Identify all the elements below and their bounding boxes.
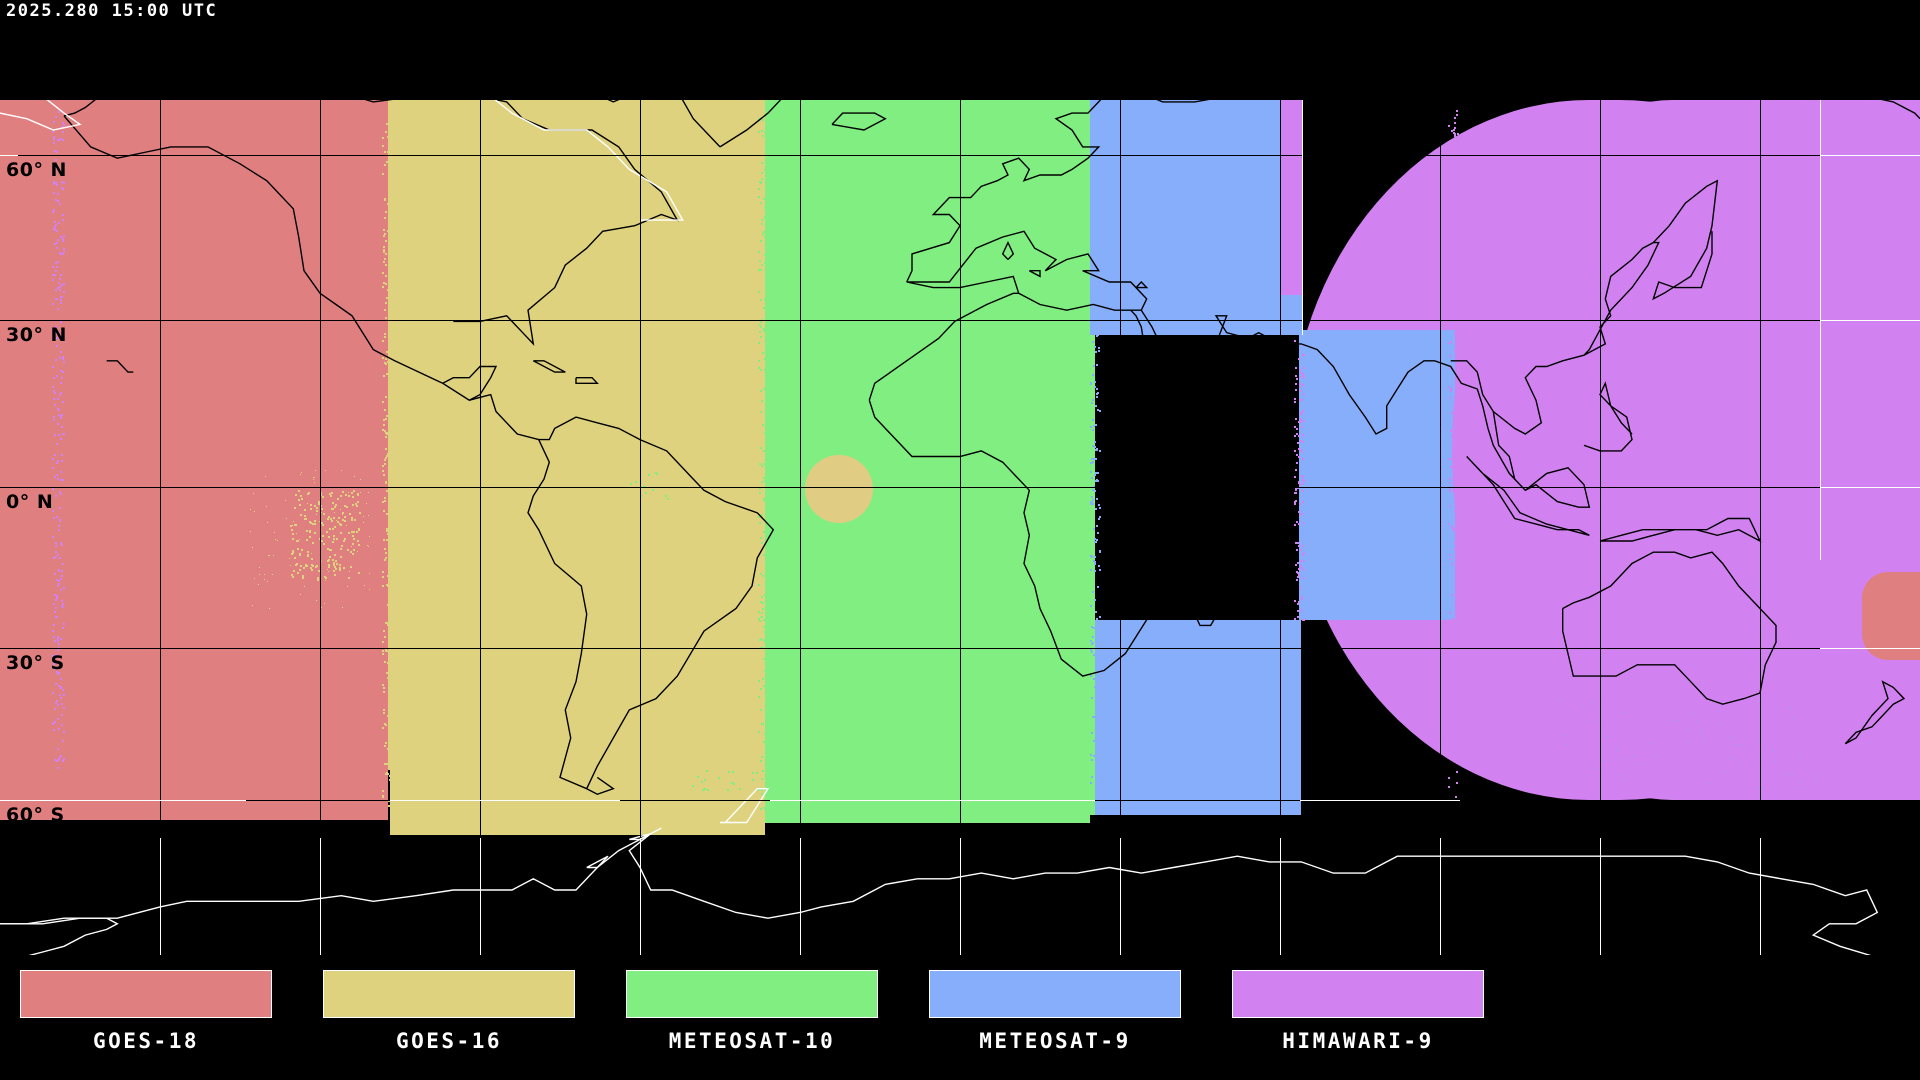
longitude-gridline xyxy=(1760,0,1761,955)
coverage-zone-lobe xyxy=(1299,330,1459,620)
speckle-pixel xyxy=(1456,110,1458,112)
legend-item-himawari-9[interactable]: HIMAWARI-9 xyxy=(1232,970,1484,1053)
gridline-segment-over-black xyxy=(1820,487,1920,488)
longitude-gridline xyxy=(1440,0,1441,955)
speckle-pixel xyxy=(1448,786,1450,788)
coverage-zone-lobe xyxy=(1280,95,1302,295)
zone-mask xyxy=(765,823,1105,955)
longitude-gridline xyxy=(640,0,641,955)
gridline-segment-over-black xyxy=(1820,320,1920,321)
longitude-gridline xyxy=(1600,0,1601,955)
gridline-segment-over-black xyxy=(1302,95,1303,335)
satellite-legend: GOES-18 GOES-16 METEOSAT-10 METEOSAT-9 HIMAW… xyxy=(0,955,1920,1080)
speckle-pixel xyxy=(1454,117,1456,119)
gridline-segment-over-black xyxy=(1300,800,1460,801)
speckle-pixel xyxy=(1454,127,1456,129)
latitude-label--60: 60° S xyxy=(6,804,65,826)
longitude-gridline xyxy=(1120,0,1121,955)
latitude-label-30: 30° N xyxy=(6,324,67,346)
legend-label-goes-16: GOES-16 xyxy=(395,1029,502,1053)
coverage-zone-goes-16 xyxy=(388,100,768,835)
gridline-segment-over-black xyxy=(1820,155,1920,156)
zone-mask xyxy=(1090,815,1305,955)
legend-label-meteosat-9: METEOSAT-9 xyxy=(979,1029,1131,1053)
gridline-segment-over-black xyxy=(1760,838,1761,955)
coastline-path-antarctic xyxy=(586,855,609,869)
legend-swatch-meteosat-9 xyxy=(929,970,1181,1018)
speckle-pixel xyxy=(1448,125,1450,127)
legend-label-himawari-9: HIMAWARI-9 xyxy=(1282,1029,1434,1053)
longitude-gridline xyxy=(1280,0,1281,955)
gridline-segment-over-black xyxy=(480,838,481,955)
speckle-pixel xyxy=(1451,130,1453,132)
longitude-gridline xyxy=(320,0,321,955)
speckle-pixel xyxy=(1455,796,1457,798)
longitude-gridline xyxy=(800,0,801,955)
gridline-segment-over-black xyxy=(1600,838,1601,955)
coverage-zone-himawari-9-disc xyxy=(1452,100,1920,800)
gridline-segment-over-black xyxy=(640,838,641,955)
legend-item-goes-18[interactable]: GOES-18 xyxy=(20,970,272,1053)
coverage-zone-meteosat-10 xyxy=(765,100,1097,825)
zone-mask xyxy=(1095,330,1305,620)
latitude-label-60: 60° N xyxy=(6,159,67,181)
longitude-gridline xyxy=(480,0,481,955)
legend-swatch-himawari-9 xyxy=(1232,970,1484,1018)
coverage-zone-goes-18-wrap xyxy=(1862,572,1920,660)
legend-swatch-meteosat-10 xyxy=(626,970,878,1018)
speckle-pixel xyxy=(1454,122,1456,124)
zone-mask xyxy=(246,835,391,955)
zone-mask xyxy=(388,770,390,840)
speckle-pixel xyxy=(1456,114,1458,116)
gridline-segment-over-black xyxy=(320,838,321,955)
latitude-label--30: 30° S xyxy=(6,652,65,674)
speckle-pixel xyxy=(1453,132,1455,134)
speckle-pixel xyxy=(1456,782,1458,784)
speckle-pixel xyxy=(1453,129,1455,131)
legend-item-meteosat-10[interactable]: METEOSAT-10 xyxy=(626,970,878,1053)
speckle-pixel xyxy=(1456,771,1458,773)
gridline-segment-over-black xyxy=(0,800,246,801)
gridline-segment-over-black xyxy=(160,838,161,955)
legend-label-goes-18: GOES-18 xyxy=(92,1029,199,1053)
legend-label-meteosat-10: METEOSAT-10 xyxy=(668,1029,836,1053)
map-canvas: 60° N 30° N 0° N 30° S 60° S 2025.280 15:00 … xyxy=(0,0,1920,955)
zone-mask xyxy=(0,0,1920,100)
gridline-segment-over-black xyxy=(390,800,620,801)
zone-mask xyxy=(620,838,770,955)
legend-item-meteosat-9[interactable]: METEOSAT-9 xyxy=(929,970,1181,1053)
coverage-zone-goes-18 xyxy=(0,100,390,820)
gridline-segment-over-black xyxy=(800,838,801,955)
gridline-segment-over-black xyxy=(770,800,1095,801)
solar-glint-disc xyxy=(805,455,873,523)
legend-swatch-goes-18 xyxy=(20,970,272,1018)
gridline-segment-over-black xyxy=(960,838,961,955)
longitude-gridline xyxy=(960,0,961,955)
gridline-segment-over-black xyxy=(1120,838,1121,955)
latitude-label-0: 0° N xyxy=(6,491,54,513)
gridline-segment-over-black xyxy=(0,155,18,156)
speckle-pixel xyxy=(1454,133,1456,135)
timestamp-label: 2025.280 15:00 UTC xyxy=(6,1,218,21)
longitude-gridline xyxy=(160,0,161,955)
gridline-segment-over-black xyxy=(1820,648,1920,649)
gridline-segment-over-black xyxy=(1280,838,1281,955)
speckle-pixel xyxy=(1448,777,1450,779)
gridline-segment-over-black xyxy=(1440,838,1441,955)
coverage-zone-lobe xyxy=(1090,95,1302,335)
legend-swatch-goes-16 xyxy=(323,970,575,1018)
legend-item-goes-16[interactable]: GOES-16 xyxy=(323,970,575,1053)
gridline-segment-over-black xyxy=(1820,0,1821,560)
